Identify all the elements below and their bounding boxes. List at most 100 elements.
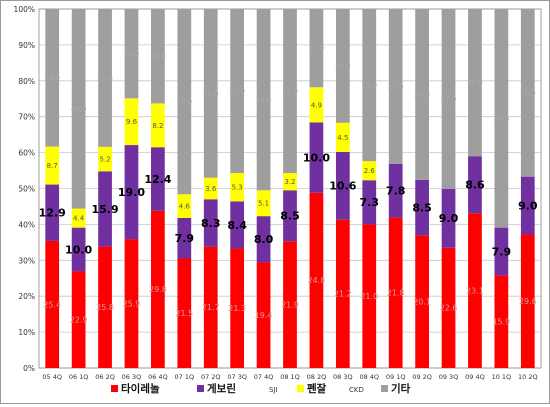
segment-data-label: 10.0 xyxy=(65,243,92,256)
bar-segment xyxy=(335,9,350,123)
bar-segment xyxy=(151,103,165,148)
segment-data-label: 9.6 xyxy=(126,118,138,126)
segment-data-label: 22.0 xyxy=(388,83,404,91)
segment-data-label: 24.8 xyxy=(308,276,326,285)
segment-data-label: 3.6 xyxy=(205,185,217,193)
segment-data-label: 8.0 xyxy=(254,233,274,246)
segment-data-label: 4.5 xyxy=(337,134,348,142)
segment-data-label: 23.1 xyxy=(466,286,484,295)
segment-data-label: 5.3 xyxy=(232,184,243,192)
bar-segment xyxy=(283,190,297,242)
x-tick-label: 08 1Q xyxy=(280,373,300,381)
y-tick-label: 70% xyxy=(18,113,35,122)
x-tick-label: 07 2Q xyxy=(201,373,221,381)
legend-label: 기타 xyxy=(391,382,411,395)
y-tick-label: 10% xyxy=(18,328,35,337)
bar-segment xyxy=(362,180,377,225)
bar-segment xyxy=(494,9,509,228)
bar-segment xyxy=(415,179,429,236)
segment-data-label: 17.0 xyxy=(335,62,351,70)
segment-data-label: 21.3 xyxy=(228,304,246,313)
bar-segment xyxy=(256,9,271,191)
segment-data-label: 8.6 xyxy=(465,179,485,192)
x-tick-label: 08 2Q xyxy=(307,373,327,381)
bar-segment xyxy=(71,271,86,368)
bar-segment xyxy=(45,146,60,185)
bar-segment xyxy=(98,246,112,368)
bar-segment xyxy=(230,248,245,368)
x-tick-label: 06 2Q xyxy=(95,373,115,381)
y-tick-label: 90% xyxy=(18,41,35,50)
segment-data-label: 30.0 xyxy=(203,90,219,98)
bar-segment xyxy=(309,122,324,193)
x-tick-label: 07 3Q xyxy=(227,373,247,381)
segment-data-label: 21.2 xyxy=(334,290,352,299)
x-tick-label: 05 4Q xyxy=(42,373,62,381)
segment-data-label: 25.4 xyxy=(43,300,61,309)
segment-data-label: 15.9 xyxy=(492,317,510,326)
segment-data-label: 26.0 xyxy=(414,91,430,99)
y-tick-label: 100% xyxy=(14,5,35,14)
segment-data-label: 27.0 xyxy=(441,95,457,103)
bar-segment xyxy=(283,9,297,174)
y-tick-label: 80% xyxy=(18,77,35,86)
bar-segment xyxy=(388,217,403,368)
x-tick-label: 06 3Q xyxy=(122,373,142,381)
bar-segment xyxy=(45,184,60,241)
segment-data-label: 7.8 xyxy=(386,185,406,198)
bar-segment xyxy=(520,9,535,177)
segment-data-label: 9.0 xyxy=(439,212,459,225)
y-tick-label: 60% xyxy=(18,149,35,158)
x-tick-label: 08 4Q xyxy=(359,373,379,381)
bar-segment xyxy=(230,9,245,174)
legend-swatch xyxy=(111,385,118,392)
bar-segment xyxy=(494,275,509,368)
bar-segment xyxy=(151,9,165,104)
segment-data-label: 20.1 xyxy=(413,297,431,306)
segment-data-label: 7.9 xyxy=(175,232,195,245)
segment-data-label: 5.2 xyxy=(99,156,110,164)
x-tick-label: 08 3Q xyxy=(333,373,353,381)
bar-segment xyxy=(441,247,456,368)
segment-data-label: 21.5 xyxy=(175,309,193,318)
bar-segment xyxy=(71,208,86,228)
segment-data-label: 7.9 xyxy=(492,245,512,258)
bar-segment xyxy=(151,147,165,211)
segment-data-label: 25.9 xyxy=(123,299,141,308)
bar-segment xyxy=(468,213,482,368)
bar-segment xyxy=(256,216,271,263)
segment-data-label: 21.7 xyxy=(202,303,220,312)
segment-data-label: 46.0 xyxy=(71,105,87,113)
segment-data-label: 19.0 xyxy=(118,186,145,199)
bar-segment xyxy=(71,9,86,209)
segment-data-label: 9.0 xyxy=(518,199,538,212)
bar-segment xyxy=(362,224,377,368)
bar-segment xyxy=(124,239,139,368)
bar-segment xyxy=(388,9,403,164)
segment-data-label: 8.3 xyxy=(201,217,221,230)
bar-segment xyxy=(203,9,218,178)
bar-segment xyxy=(362,161,377,181)
segment-data-label: 8.2 xyxy=(152,122,163,130)
legend-swatch xyxy=(381,385,388,392)
y-tick-label: 50% xyxy=(18,185,35,194)
bar-segment xyxy=(230,201,245,249)
x-tick-label: 06 4Q xyxy=(148,373,168,381)
segment-data-label: 8.5 xyxy=(412,201,432,214)
bar-segment xyxy=(151,210,165,368)
segment-data-label: 4.4 xyxy=(73,215,85,223)
segment-data-label: 22.6 xyxy=(440,304,458,313)
bar-segment xyxy=(362,9,377,162)
segment-data-label: 19.4 xyxy=(255,311,273,320)
segment-data-label: 4.6 xyxy=(179,203,191,211)
bar-segment xyxy=(283,173,297,191)
bar-segment xyxy=(124,145,139,240)
segment-data-label: 8.4 xyxy=(227,219,247,232)
legend-swatch xyxy=(297,385,304,392)
x-tick-label: 10 2Q xyxy=(518,373,538,381)
bar-segment xyxy=(203,177,218,200)
y-tick-label: 20% xyxy=(18,292,35,301)
bar-segment xyxy=(177,258,192,368)
